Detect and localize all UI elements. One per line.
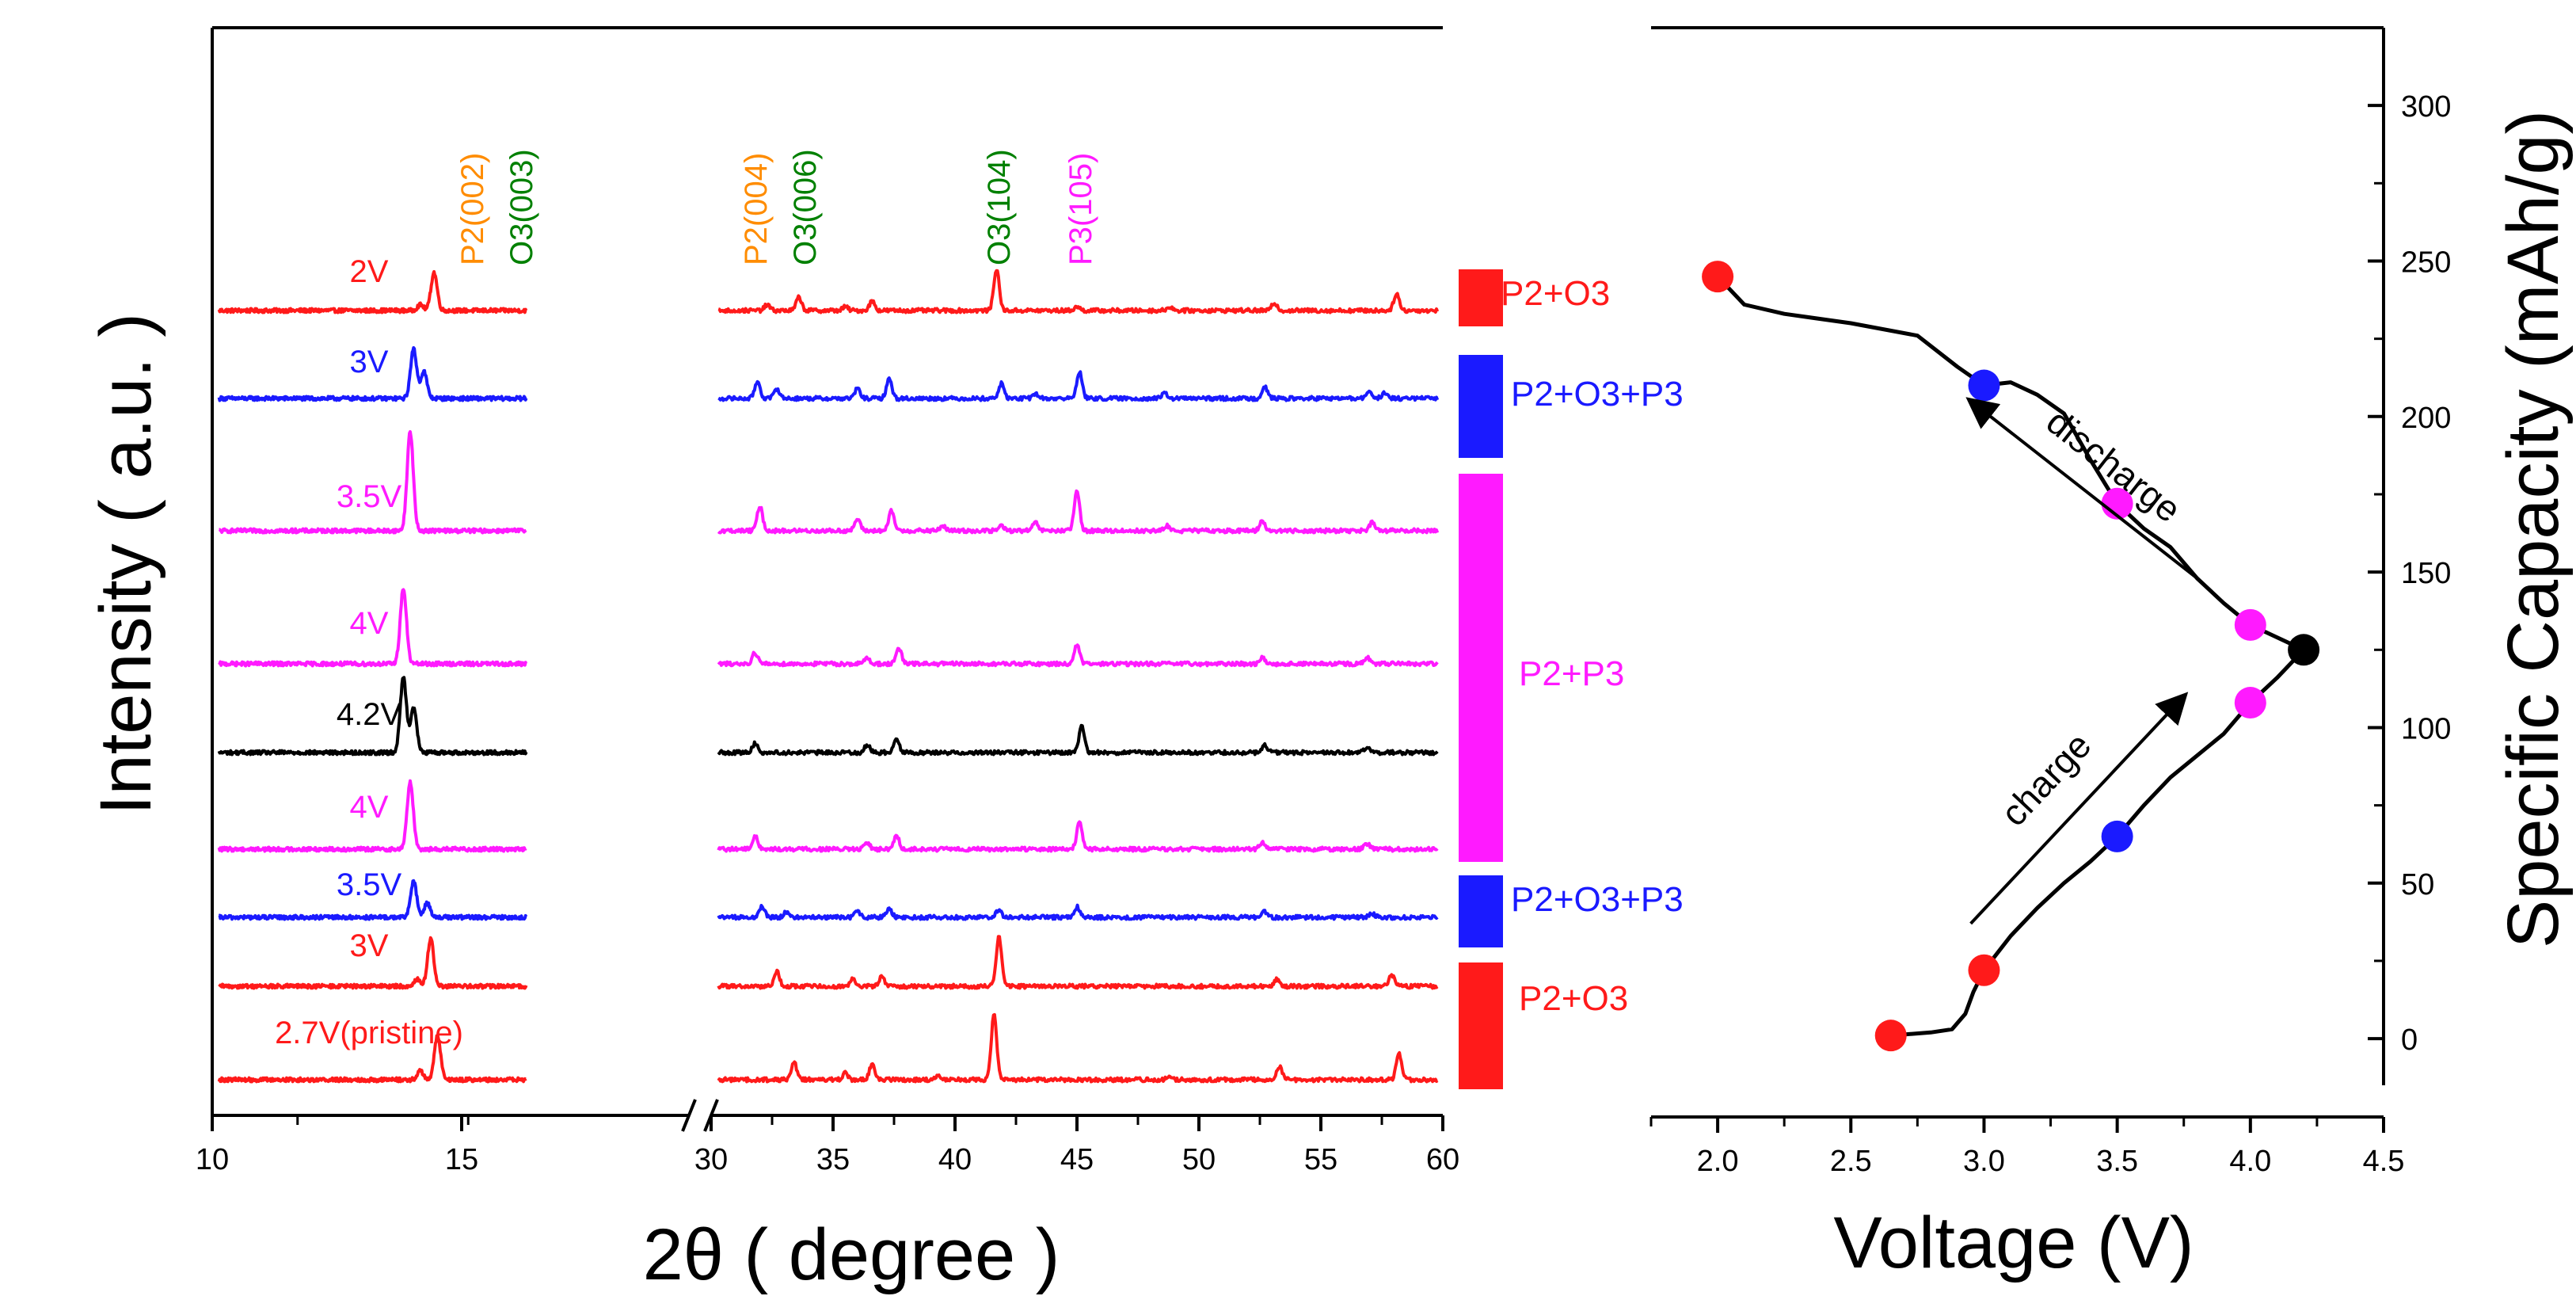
trace-label: 4.2V [337, 697, 402, 732]
peak-label: P2(004) [739, 153, 774, 265]
cv-x-tick-label: 4.0 [2229, 1145, 2271, 1178]
xrd-trace-segment-low [217, 1034, 527, 1084]
cv-marker [1968, 369, 2000, 402]
xrd-x-tick-label: 10 [196, 1143, 229, 1176]
xrd-trace-segment-low [217, 269, 528, 314]
xrd-trace-segment-low [218, 588, 528, 668]
peak-label: O3(006) [788, 149, 823, 265]
cv-x-tick-label: 2.0 [1697, 1145, 1739, 1178]
cv-marker [2101, 820, 2133, 852]
trace-label: 2V [350, 254, 389, 289]
xrd-trace-segment-high [717, 269, 1440, 314]
xrd-trace-segment-high [717, 1012, 1439, 1084]
trace-label: 2.7V(pristine) [275, 1016, 463, 1050]
cv-marker [2234, 687, 2266, 719]
axis-break-mark [681, 1099, 697, 1132]
xrd-trace-segment-low [217, 779, 527, 853]
xrd-trace-segment-low [218, 879, 528, 921]
xrd-trace-segment-low [217, 676, 528, 757]
xrd-trace-segment-low [218, 430, 527, 535]
xrd-trace-segment-low [218, 936, 528, 990]
cv-marker [2101, 487, 2133, 520]
phase-label: P2+O3+P3 [1511, 880, 1684, 919]
cv-axes-frame [1651, 26, 2385, 1119]
xrd-x-tick-label: 15 [445, 1143, 478, 1176]
cv-y-tick-label: 0 [2401, 1023, 2418, 1057]
phase-label: P2+O3+P3 [1511, 375, 1684, 414]
cv-y-tick-label: 100 [2401, 712, 2451, 745]
cv-marker-group [1702, 261, 2320, 1052]
peak-label: P2(002) [455, 153, 490, 265]
peak-label: P3(105) [1064, 153, 1098, 265]
cv-x-tick-group: 2.0 2.5 3.0 3.5 4.0 4.5 [1649, 1117, 2405, 1178]
phase-label: P2+O3 [1519, 979, 1628, 1018]
xrd-x-axis-title: 2θ ( degree ) [643, 1214, 1060, 1295]
trace-label: 3.5V [337, 867, 402, 902]
cv-y-tick-label: 50 [2401, 868, 2434, 901]
peak-label: O3(104) [982, 149, 1017, 265]
xrd-trace-segment-high [717, 643, 1439, 668]
phase-bar [1459, 474, 1503, 862]
cv-y-tick-label: 250 [2401, 246, 2451, 279]
xrd-trace-segment-high [717, 903, 1439, 921]
cv-y-tick-group: 0 50 100 150 200 250 300 [2368, 90, 2451, 1057]
cv-y-tick-label: 150 [2401, 557, 2451, 590]
phase-label: P2+O3 [1501, 274, 1610, 313]
xrd-x-tick-group: 10 15 30 35 40 45 50 55 60 [196, 1115, 1459, 1176]
xrd-trace-segment-high [717, 370, 1440, 402]
phase-bar [1459, 875, 1503, 947]
xrd-y-axis-title: Intensity ( a.u. ) [86, 313, 166, 815]
cv-y-axis-title: Specific Capacity (mAh/g) [2493, 110, 2574, 948]
xrd-trace-segment-high [717, 935, 1439, 990]
cv-y-tick-label: 300 [2401, 90, 2451, 124]
cv-marker [2288, 634, 2320, 666]
phase-bar [1459, 355, 1503, 458]
cv-x-tick-label: 3.0 [1963, 1145, 2005, 1178]
xrd-x-tick-label: 50 [1182, 1143, 1216, 1176]
xrd-x-tick-label: 60 [1426, 1143, 1459, 1176]
xrd-x-tick-label: 30 [694, 1143, 728, 1176]
cv-x-tick-label: 3.5 [2096, 1145, 2138, 1178]
phase-bar [1459, 962, 1503, 1089]
xrd-trace-segment-low [217, 346, 528, 402]
cv-marker [2234, 608, 2266, 641]
xrd-trace-segment-high [717, 820, 1439, 853]
cv-annotation-arrow [1969, 692, 2189, 925]
cv-x-tick-label: 2.5 [1830, 1145, 1872, 1178]
cv-annotation-arrow [1965, 397, 2198, 580]
trace-label: 4V [350, 606, 389, 641]
trace-label: 3V [350, 928, 389, 963]
cv-marker [1968, 954, 2000, 986]
phase-bar [1459, 269, 1503, 326]
xrd-trace-segment-high [717, 489, 1440, 535]
peak-label-group: P2(002) O3(003) P2(004) O3(006) O3(104) P3(10… [455, 149, 1098, 265]
xrd-x-tick-label: 35 [816, 1143, 850, 1176]
trace-label: 4V [350, 790, 389, 825]
phase-bar-group [1459, 269, 1503, 1089]
cv-y-tick-label: 200 [2401, 402, 2451, 435]
xrd-chart: 10 15 30 35 40 45 50 55 60 2V 3V 3.5V 4V 4.2V 4V 3.5V 3… [86, 26, 1684, 1295]
phase-label: P2+P3 [1519, 654, 1624, 693]
cv-x-tick-label: 4.5 [2363, 1145, 2405, 1178]
xrd-trace-group [217, 269, 1440, 1084]
peak-label: O3(003) [504, 149, 539, 265]
trace-label: 3.5V [337, 479, 402, 514]
phase-label-group: P2+O3 P2+O3+P3 P2+P3 P2+O3+P3 P2+O3 [1501, 274, 1684, 1018]
trace-label: 3V [350, 345, 389, 379]
xrd-x-tick-label: 55 [1304, 1143, 1337, 1176]
xrd-x-tick-label: 45 [1060, 1143, 1094, 1176]
cv-x-axis-title: Voltage (V) [1833, 1203, 2194, 1283]
cv-marker [1874, 1020, 1907, 1052]
xrd-x-tick-label: 40 [938, 1143, 972, 1176]
cv-marker [1702, 261, 1734, 293]
xrd-trace-segment-high [717, 723, 1439, 757]
trace-label-group: 2V 3V 3.5V 4V 4.2V 4V 3.5V 3V 2.7V(pristine) [275, 254, 463, 1050]
